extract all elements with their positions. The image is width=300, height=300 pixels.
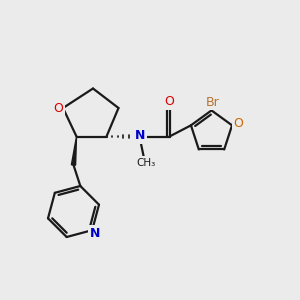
Text: CH₃: CH₃ xyxy=(136,158,155,168)
Text: N: N xyxy=(90,227,101,240)
Text: N: N xyxy=(135,129,145,142)
Text: O: O xyxy=(165,95,174,108)
Polygon shape xyxy=(71,136,76,165)
Text: Br: Br xyxy=(206,95,220,109)
Text: O: O xyxy=(234,117,244,130)
Text: O: O xyxy=(54,101,63,115)
